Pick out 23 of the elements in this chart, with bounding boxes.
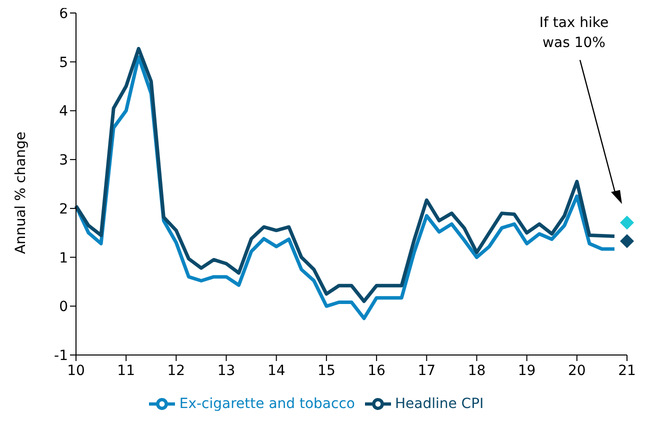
y-tick-label: 4 [59,104,68,120]
legend-label: Headline CPI [394,396,484,412]
x-tick-label: 10 [67,362,85,379]
x-tick-label: 20 [568,362,586,379]
annotation: If tax hike was 10% [538,14,610,53]
y-tick-label: 5 [59,54,68,71]
y-tick-label: 1 [59,250,68,266]
y-tick-label: -1 [54,348,68,364]
x-tick-label: 13 [217,362,236,379]
x-tick-label: 15 [318,362,336,379]
x-tick-label: 16 [368,362,386,379]
x-tick-label: 14 [267,362,286,379]
x-tick-label: 12 [167,362,186,379]
y-tick-label: 0 [59,299,68,316]
x-tick-label: 19 [518,362,536,379]
x-tick-label: 21 [618,362,636,379]
y-axis-title: Annual % change [12,132,29,254]
y-tick-label: 2 [59,201,68,218]
x-tick-label: 11 [117,362,136,379]
legend-label: Ex-cigarette and tobacco [179,396,355,412]
x-tick-label: 18 [468,362,486,379]
x-tick-label: 17 [418,362,436,379]
y-tick-label: 3 [59,152,68,169]
